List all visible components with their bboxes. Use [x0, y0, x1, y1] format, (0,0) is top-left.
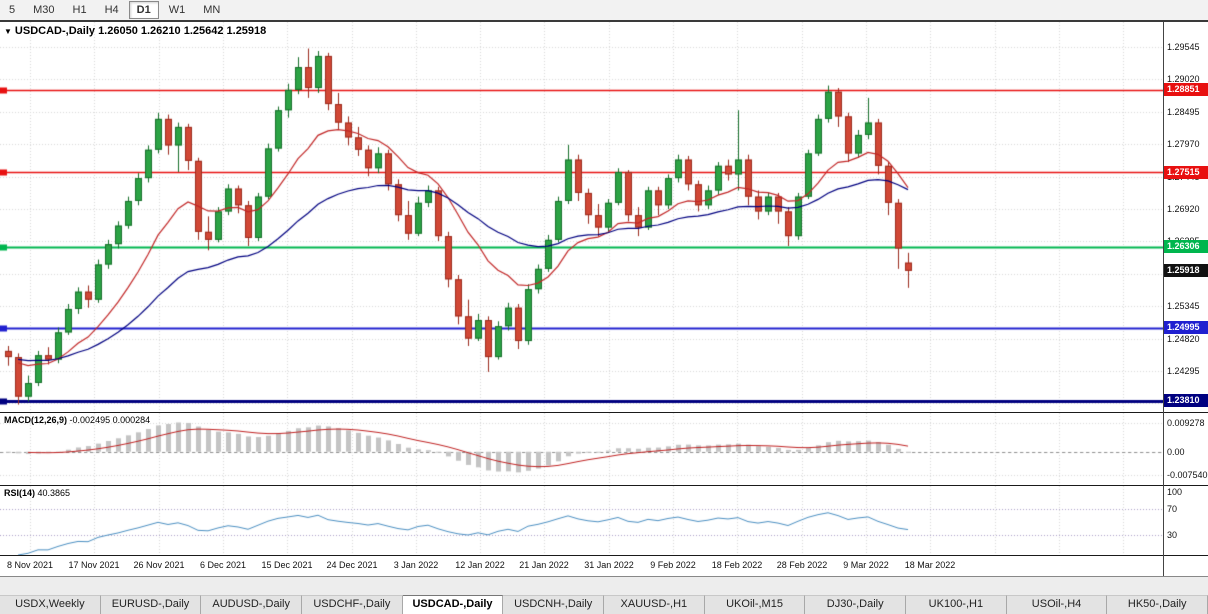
current-price-tag: 1.25918 [1164, 264, 1208, 277]
rsi-axis[interactable]: 100 70 30 [1164, 486, 1208, 556]
tab-usoil-h4[interactable]: USOil-,H4 [1006, 595, 1108, 614]
level-price-tag: 1.24995 [1164, 321, 1208, 334]
macd-label: MACD(12,26,9) -0.002495 0.000284 [4, 415, 150, 425]
price-axis-label: 1.27970 [1167, 139, 1200, 149]
timeframe-toolbar: 5 M30 H1 H4 D1 W1 MN [0, 0, 1208, 22]
macd-panel: MACD(12,26,9) -0.002495 0.000284 [0, 413, 1163, 486]
tab-dj30-daily[interactable]: DJ30-,Daily [805, 595, 907, 614]
date-label: 26 Nov 2021 [133, 560, 185, 570]
macd-axis-label: -0.007540 [1167, 470, 1208, 480]
symbol-marker-icon: ▼ [4, 27, 12, 36]
timeframe-button-d1[interactable]: D1 [128, 1, 159, 19]
tab-audusd-daily[interactable]: AUDUSD-,Daily [201, 595, 303, 614]
tab-usdchf-daily[interactable]: USDCHF-,Daily [302, 595, 403, 614]
date-label: 12 Jan 2022 [455, 560, 505, 570]
date-label: 28 Feb 2022 [776, 560, 828, 570]
timeframe-button-w1[interactable]: W1 [168, 4, 186, 16]
price-axis-label: 1.24295 [1167, 366, 1200, 376]
timeframe-button-h4[interactable]: H4 [104, 4, 119, 16]
timeframe-button-h1[interactable]: H1 [72, 4, 87, 16]
tab-ukoil-m15[interactable]: UKOil-,M15 [704, 595, 806, 614]
axis-corner [1164, 556, 1208, 576]
symbol-tabbar: USDX,Weekly EURUSD-,Daily AUDUSD-,Daily USD… [0, 576, 1208, 614]
main-price-axis[interactable]: 1.295451.290201.284951.279701.274451.269… [1164, 22, 1208, 413]
level-price-tag: 1.27515 [1164, 166, 1208, 179]
date-label: 9 Mar 2022 [843, 560, 889, 570]
tab-hk50-daily[interactable]: HK50-,Daily [1107, 595, 1208, 614]
chart-title: ▼ USDCAD-,Daily 1.26050 1.26210 1.25642 1… [4, 25, 266, 37]
chart-symbol-label: USDCAD-,Daily [14, 25, 95, 37]
main-chart-panel: ▼ USDCAD-,Daily 1.26050 1.26210 1.25642 1… [0, 22, 1163, 413]
rsi-axis-label: 100 [1167, 487, 1183, 497]
macd-axis-label: 0.009278 [1167, 418, 1205, 428]
price-axis-column: 1.295451.290201.284951.279701.274451.269… [1163, 22, 1208, 576]
timeframe-button-m30[interactable]: M30 [33, 4, 55, 16]
tab-usdcad-daily[interactable]: USDCAD-,Daily [402, 595, 504, 614]
rsi-panel: RSI(14) 40.3865 [0, 486, 1163, 556]
timeframe-button-mn[interactable]: MN [203, 4, 221, 16]
date-label: 21 Jan 2022 [519, 560, 569, 570]
chart-ohlc-values: 1.26050 1.26210 1.25642 1.25918 [98, 25, 267, 37]
chart-workspace: ▼ USDCAD-,Daily 1.26050 1.26210 1.25642 1… [0, 22, 1208, 576]
date-label: 3 Jan 2022 [393, 560, 439, 570]
main-chart-canvas[interactable] [0, 22, 1163, 412]
price-axis-label: 1.25345 [1167, 301, 1200, 311]
date-label: 18 Feb 2022 [711, 560, 763, 570]
price-axis-label: 1.26920 [1167, 204, 1200, 214]
date-label: 15 Dec 2021 [261, 560, 313, 570]
price-axis-label: 1.28495 [1167, 107, 1200, 117]
date-label: 8 Nov 2021 [6, 560, 54, 570]
rsi-canvas[interactable] [0, 486, 1163, 555]
tab-usdcnh-daily[interactable]: USDCNH-,Daily [503, 595, 605, 614]
tab-usdx-weekly[interactable]: USDX,Weekly [0, 595, 101, 614]
tab-xauusd-h1[interactable]: XAUUSD-,H1 [604, 595, 705, 614]
rsi-value: 40.3865 [37, 488, 71, 498]
rsi-title: RSI(14) [4, 488, 36, 498]
timeframe-button-5[interactable]: 5 [9, 4, 16, 16]
macd-title: MACD(12,26,9) [4, 415, 68, 425]
chart-column: ▼ USDCAD-,Daily 1.26050 1.26210 1.25642 1… [0, 22, 1163, 576]
date-label: 31 Jan 2022 [584, 560, 634, 570]
rsi-axis-label: 30 [1167, 530, 1178, 540]
macd-axis-label: 0.00 [1167, 447, 1185, 457]
level-price-tag: 1.23810 [1164, 394, 1208, 407]
level-price-tag: 1.28851 [1164, 83, 1208, 96]
tab-eurusd-daily[interactable]: EURUSD-,Daily [100, 595, 202, 614]
date-label: 6 Dec 2021 [199, 560, 247, 570]
price-axis-label: 1.24820 [1167, 334, 1200, 344]
price-axis-label: 1.29020 [1167, 74, 1200, 84]
level-price-tag: 1.26306 [1164, 240, 1208, 253]
tab-uk100-h1[interactable]: UK100-,H1 [906, 595, 1007, 614]
date-label: 9 Feb 2022 [650, 560, 696, 570]
price-axis-label: 1.29545 [1167, 42, 1200, 52]
macd-axis[interactable]: 0.009278 0.00 -0.007540 [1164, 413, 1208, 486]
date-axis[interactable]: 8 Nov 2021 17 Nov 2021 26 Nov 2021 6 Dec 20… [0, 556, 1163, 576]
date-label: 17 Nov 2021 [68, 560, 120, 570]
date-label: 18 Mar 2022 [904, 560, 956, 570]
macd-values: -0.002495 0.000284 [69, 415, 151, 425]
rsi-label: RSI(14) 40.3865 [4, 488, 70, 498]
date-label: 24 Dec 2021 [326, 560, 378, 570]
rsi-axis-label: 70 [1167, 504, 1178, 514]
macd-canvas[interactable] [0, 413, 1163, 485]
